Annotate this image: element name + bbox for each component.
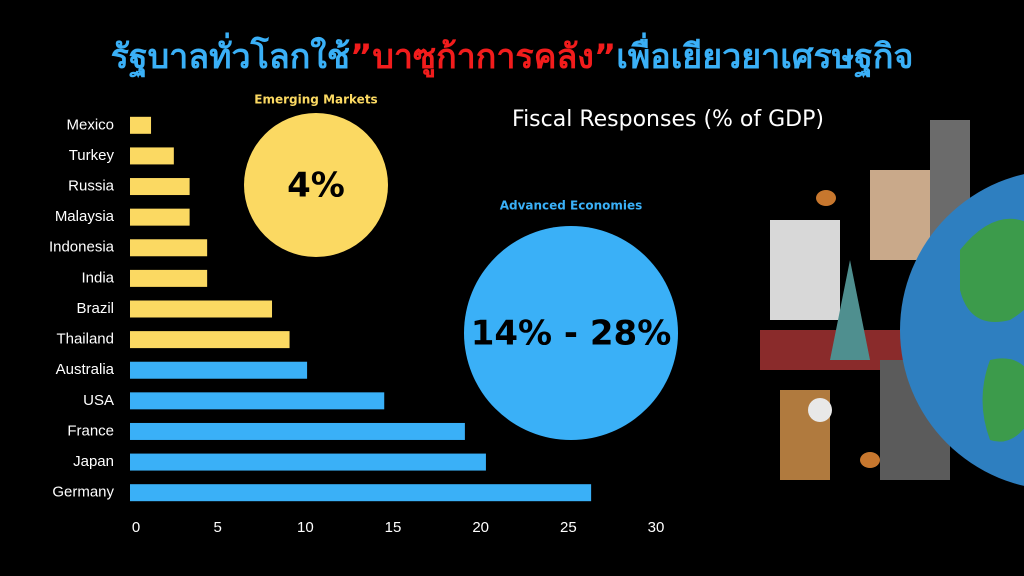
x-tick-label: 10 <box>297 519 314 536</box>
chart-subtitle: Fiscal Responses (% of GDP) <box>512 107 824 132</box>
x-tick-label: 15 <box>385 519 402 536</box>
bar <box>130 116 152 134</box>
y-tick-label: Thailand <box>56 331 114 348</box>
y-tick-label: Brazil <box>76 300 114 317</box>
y-tick-label: India <box>81 269 114 286</box>
x-tick-label: 25 <box>560 519 577 536</box>
title-part: ”บาซูก้าการคลัง” <box>350 37 616 78</box>
x-tick-label: 30 <box>648 519 665 536</box>
x-tick-label: 20 <box>472 519 489 536</box>
y-tick-label: Japan <box>73 453 114 470</box>
bar <box>130 484 592 502</box>
group-label: 4% <box>287 166 345 206</box>
group-circle <box>244 113 388 257</box>
y-tick-label: France <box>67 422 114 439</box>
group-name: Advanced Economies <box>500 199 643 213</box>
bar <box>130 178 190 196</box>
group-circle <box>464 226 678 440</box>
y-tick-label: USA <box>83 392 114 409</box>
globe-illustration <box>760 120 1024 486</box>
chart-title: รัฐบาลทั่วโลกใช้”บาซูก้าการคลัง”เพื่อเยี… <box>111 32 914 79</box>
title-part: รัฐบาลทั่วโลกใช้ <box>111 32 350 79</box>
bar <box>130 147 174 165</box>
bar <box>130 361 308 379</box>
x-tick-label: 0 <box>132 519 140 536</box>
group-name: Emerging Markets <box>254 93 377 107</box>
bar <box>130 392 385 410</box>
y-tick-label: Indonesia <box>49 239 115 256</box>
bar <box>130 422 465 440</box>
y-tick-label: Malaysia <box>55 208 115 225</box>
y-tick-label: Russia <box>68 178 115 195</box>
bar <box>130 269 208 287</box>
y-tick-label: Australia <box>56 361 115 378</box>
bar <box>130 208 190 226</box>
title-part: เพื่อเยียวยาเศรษฐกิจ <box>616 32 913 79</box>
x-tick-label: 5 <box>213 519 221 536</box>
bar <box>130 239 208 257</box>
bar <box>130 331 290 349</box>
bar <box>130 453 486 471</box>
group-annotations: Emerging Markets 4% Advanced Economies 14% … <box>244 93 678 440</box>
group-label: 14% - 28% <box>471 314 672 354</box>
plot: 0 5 10 15 20 25 30 Mexico Turkey Russia Malaysia In… <box>49 116 664 536</box>
y-tick-label: Turkey <box>69 147 115 164</box>
y-tick-label: Germany <box>52 484 114 501</box>
bar <box>130 300 273 318</box>
y-tick-label: Mexico <box>66 116 114 133</box>
